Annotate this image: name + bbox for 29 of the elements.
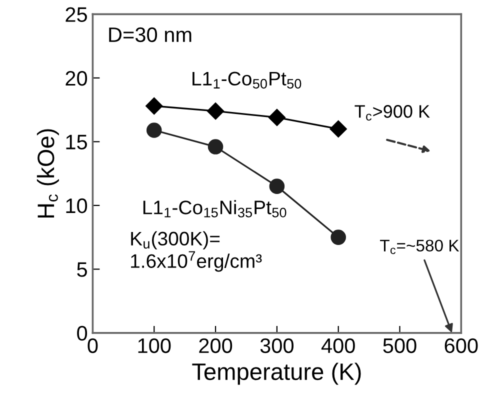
y-axis-title: H$_{c}$ (kOe) [36,129,59,218]
point [330,230,346,245]
annotation: T$_{c}$=~580 K [380,240,460,254]
series-label: L1$_{1}$-Co$_{15}$Ni$_{35}$Pt$_{50}$ [143,200,286,218]
x-axis-title: Temperature (K) [192,362,361,385]
point [146,122,162,138]
point [268,108,286,126]
y-tick-label: 25 [66,7,87,22]
y-tick-label: 20 [66,70,88,86]
x-tick-label: 100 [138,338,171,354]
y-tick-label: 5 [77,262,87,277]
y-tick-label: 15 [66,134,87,150]
point [206,102,224,120]
x-tick-label: 0 [88,338,98,354]
point [269,178,285,194]
annotation: T$_{c}$>900 K [354,105,430,121]
x-tick-label: 600 [444,338,478,354]
x-tick-label: 400 [321,338,355,354]
x-tick-label: 500 [383,338,416,354]
series-label: L1$_{1}$-Co$_{50}$Pt$_{50}$ [192,72,302,89]
y-tick-label: 0 [77,326,88,341]
point [330,120,347,138]
y-tick-label: 10 [66,198,88,214]
x-tick-label: 300 [260,338,294,354]
annotation: K$_{u}$(300K)= 1.6x10$^{7}$erg/cm³ [131,231,262,272]
annotation: D=30 nm [109,27,192,42]
point [146,97,163,115]
x-tick-label: 200 [199,338,232,354]
point [208,139,224,154]
